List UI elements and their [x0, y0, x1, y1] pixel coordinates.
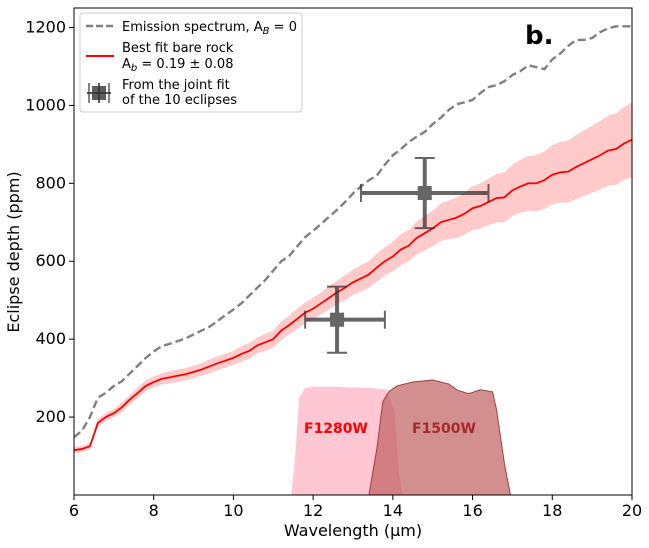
x-tick-label-14: 14 [383, 501, 403, 520]
joint-fit-marker-1 [330, 312, 345, 327]
ticks-layer: 6 8 10 12 14 16 18 20 200 400 600 800 1000 1200 [25, 17, 642, 520]
joint-fit-marker-2 [417, 186, 432, 201]
x-tick-label-12: 12 [303, 501, 323, 520]
legend-swatch-joint-fit [87, 83, 111, 103]
series-layer [74, 25, 632, 495]
filter-label-f1500w: F1500W [412, 421, 476, 437]
y-tick-label-1000: 1000 [25, 95, 66, 114]
bare-rock-best-fit-line [74, 138, 632, 452]
axes-frame [73, 7, 633, 496]
x-tick-label-18: 18 [542, 501, 562, 520]
panel-label: b. [525, 21, 554, 51]
x-tick-label-20: 20 [622, 501, 642, 520]
emission-spectrum-line [74, 25, 632, 439]
legend: Emission spectrum, AB = 0 Best fit bare … [79, 12, 303, 113]
y-tick-label-200: 200 [35, 407, 66, 426]
legend-entry-joint-fit-line2: of the 10 eclipses [122, 93, 237, 108]
legend-entry-emission: Emission spectrum, AB = 0 [122, 20, 297, 37]
x-tick-label-6: 6 [69, 501, 79, 520]
x-tick-label-16: 16 [462, 501, 482, 520]
y-tick-label-400: 400 [35, 329, 66, 348]
legend-box [79, 12, 303, 113]
legend-entry-bare-rock-line1: Best fit bare rock [122, 41, 234, 56]
y-tick-label-800: 800 [35, 173, 66, 192]
filter-curve-f1500w [368, 379, 511, 495]
filter-label-f1280w: F1280W [304, 421, 368, 437]
legend-entry-joint-fit-line1: From the joint fit [122, 78, 230, 93]
x-tick-label-10: 10 [223, 501, 243, 520]
legend-entry-bare-rock-line2: Ab = 0.19 ± 0.08 [122, 57, 233, 74]
y-axis-label: Eclipse depth (ppm) [4, 171, 23, 332]
y-tick-label-600: 600 [35, 251, 66, 270]
y-tick-label-1200: 1200 [25, 17, 66, 36]
joint-fit-point-2 [359, 156, 490, 230]
x-tick-label-8: 8 [149, 501, 159, 520]
x-axis-label: Wavelength (μm) [284, 521, 422, 540]
joint-fit-point-1 [304, 285, 386, 354]
